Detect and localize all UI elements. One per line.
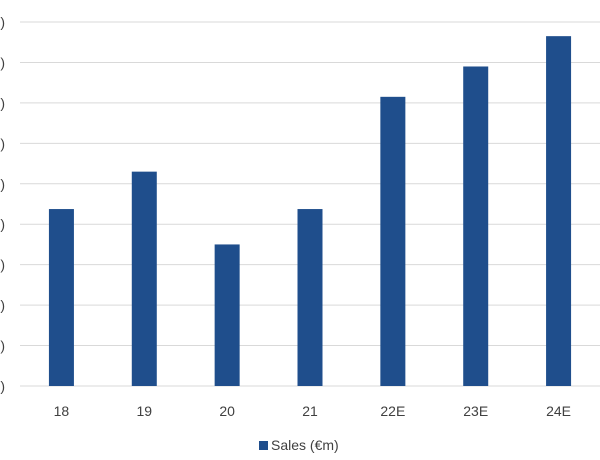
legend-swatch [259,441,268,450]
bars [48,36,572,387]
bar [380,96,406,387]
y-tick-label: ) [0,95,5,111]
y-axis-tick-labels: )))))))))) [0,14,5,394]
bar [48,209,74,386]
x-tick-label: 21 [302,403,318,419]
bar [214,244,240,386]
x-tick-label: 23E [463,403,488,419]
y-tick-label: ) [0,257,5,273]
legend-label: Sales (€m) [271,437,339,453]
y-tick-label: ) [0,297,5,313]
bar [546,36,572,387]
x-axis-tick-labels: 18 19 20 21 22E 23E 24E [54,403,571,419]
x-tick-label: 20 [219,403,235,419]
bar [131,171,157,386]
y-tick-label: ) [0,14,5,30]
x-tick-label: 22E [380,403,405,419]
y-tick-label: ) [0,216,5,232]
legend: Sales (€m) [259,437,339,453]
y-tick-label: ) [0,338,5,354]
x-tick-label: 18 [54,403,70,419]
bar [297,209,323,386]
bar [463,66,489,386]
x-tick-label: 19 [136,403,152,419]
y-tick-label: ) [0,54,5,70]
x-tick-label: 24E [546,403,571,419]
y-tick-label: ) [0,176,5,192]
y-tick-label: ) [0,378,5,394]
y-tick-label: ) [0,135,5,151]
